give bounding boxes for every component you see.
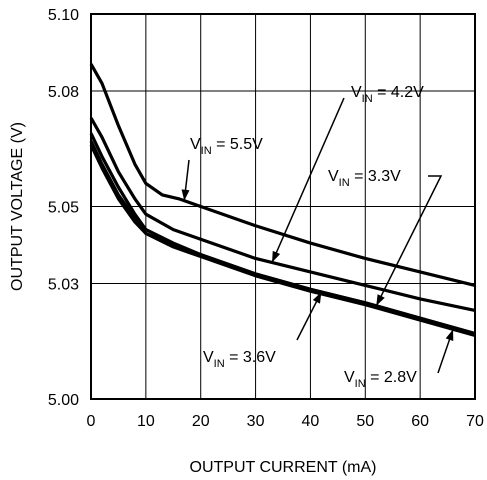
y-tick-label: 5.08 — [48, 84, 79, 101]
y-tick-label: 5.05 — [48, 200, 79, 217]
x-tick-label: 30 — [247, 413, 265, 430]
series-label: VIN = 3.6V — [203, 349, 276, 370]
y-axis-title: OUTPUT VOLTAGE (V) — [9, 122, 26, 291]
annotations: VIN = 5.5V VIN = 4.2V VIN = 3.3V VIN = 3.6V… — [181, 84, 454, 390]
x-tick-label: 0 — [87, 413, 96, 430]
tick-labels: 0 10 20 30 40 50 60 70 5.00 5.03 5.05 5.08 5.10 — [48, 7, 484, 430]
series-line — [89, 140, 476, 336]
annotation-arrowhead — [445, 329, 454, 342]
x-tick-label: 70 — [466, 413, 484, 430]
series-line — [89, 117, 476, 313]
series-label: VIN = 2.8V — [344, 369, 417, 390]
annotation-leader — [375, 175, 443, 307]
x-tick-label: 20 — [192, 413, 210, 430]
x-tick-label: 40 — [302, 413, 320, 430]
series-label: VIN = 5.5V — [190, 136, 263, 157]
annotation-arrowhead — [312, 291, 322, 304]
x-tick-label: 60 — [411, 413, 429, 430]
y-tick-label: 5.10 — [48, 7, 79, 24]
y-tick-label: 5.03 — [48, 277, 79, 294]
series-label: VIN = 4.2V — [351, 84, 424, 105]
plot-frame — [90, 13, 476, 400]
series-label: VIN = 3.3V — [328, 168, 401, 189]
grid — [90, 13, 476, 400]
x-axis-title: OUTPUT CURRENT (mA) — [190, 459, 377, 476]
annotation-arrowhead — [272, 250, 281, 263]
y-tick-label: 5.00 — [48, 392, 79, 409]
series-line — [89, 144, 476, 338]
x-tick-label: 10 — [137, 413, 155, 430]
annotation-arrowhead — [376, 294, 385, 306]
annotation-leader — [271, 97, 345, 263]
series-lines — [89, 63, 476, 338]
x-tick-label: 50 — [356, 413, 374, 430]
series-line — [89, 63, 476, 287]
annotation-arrowhead — [181, 189, 190, 201]
